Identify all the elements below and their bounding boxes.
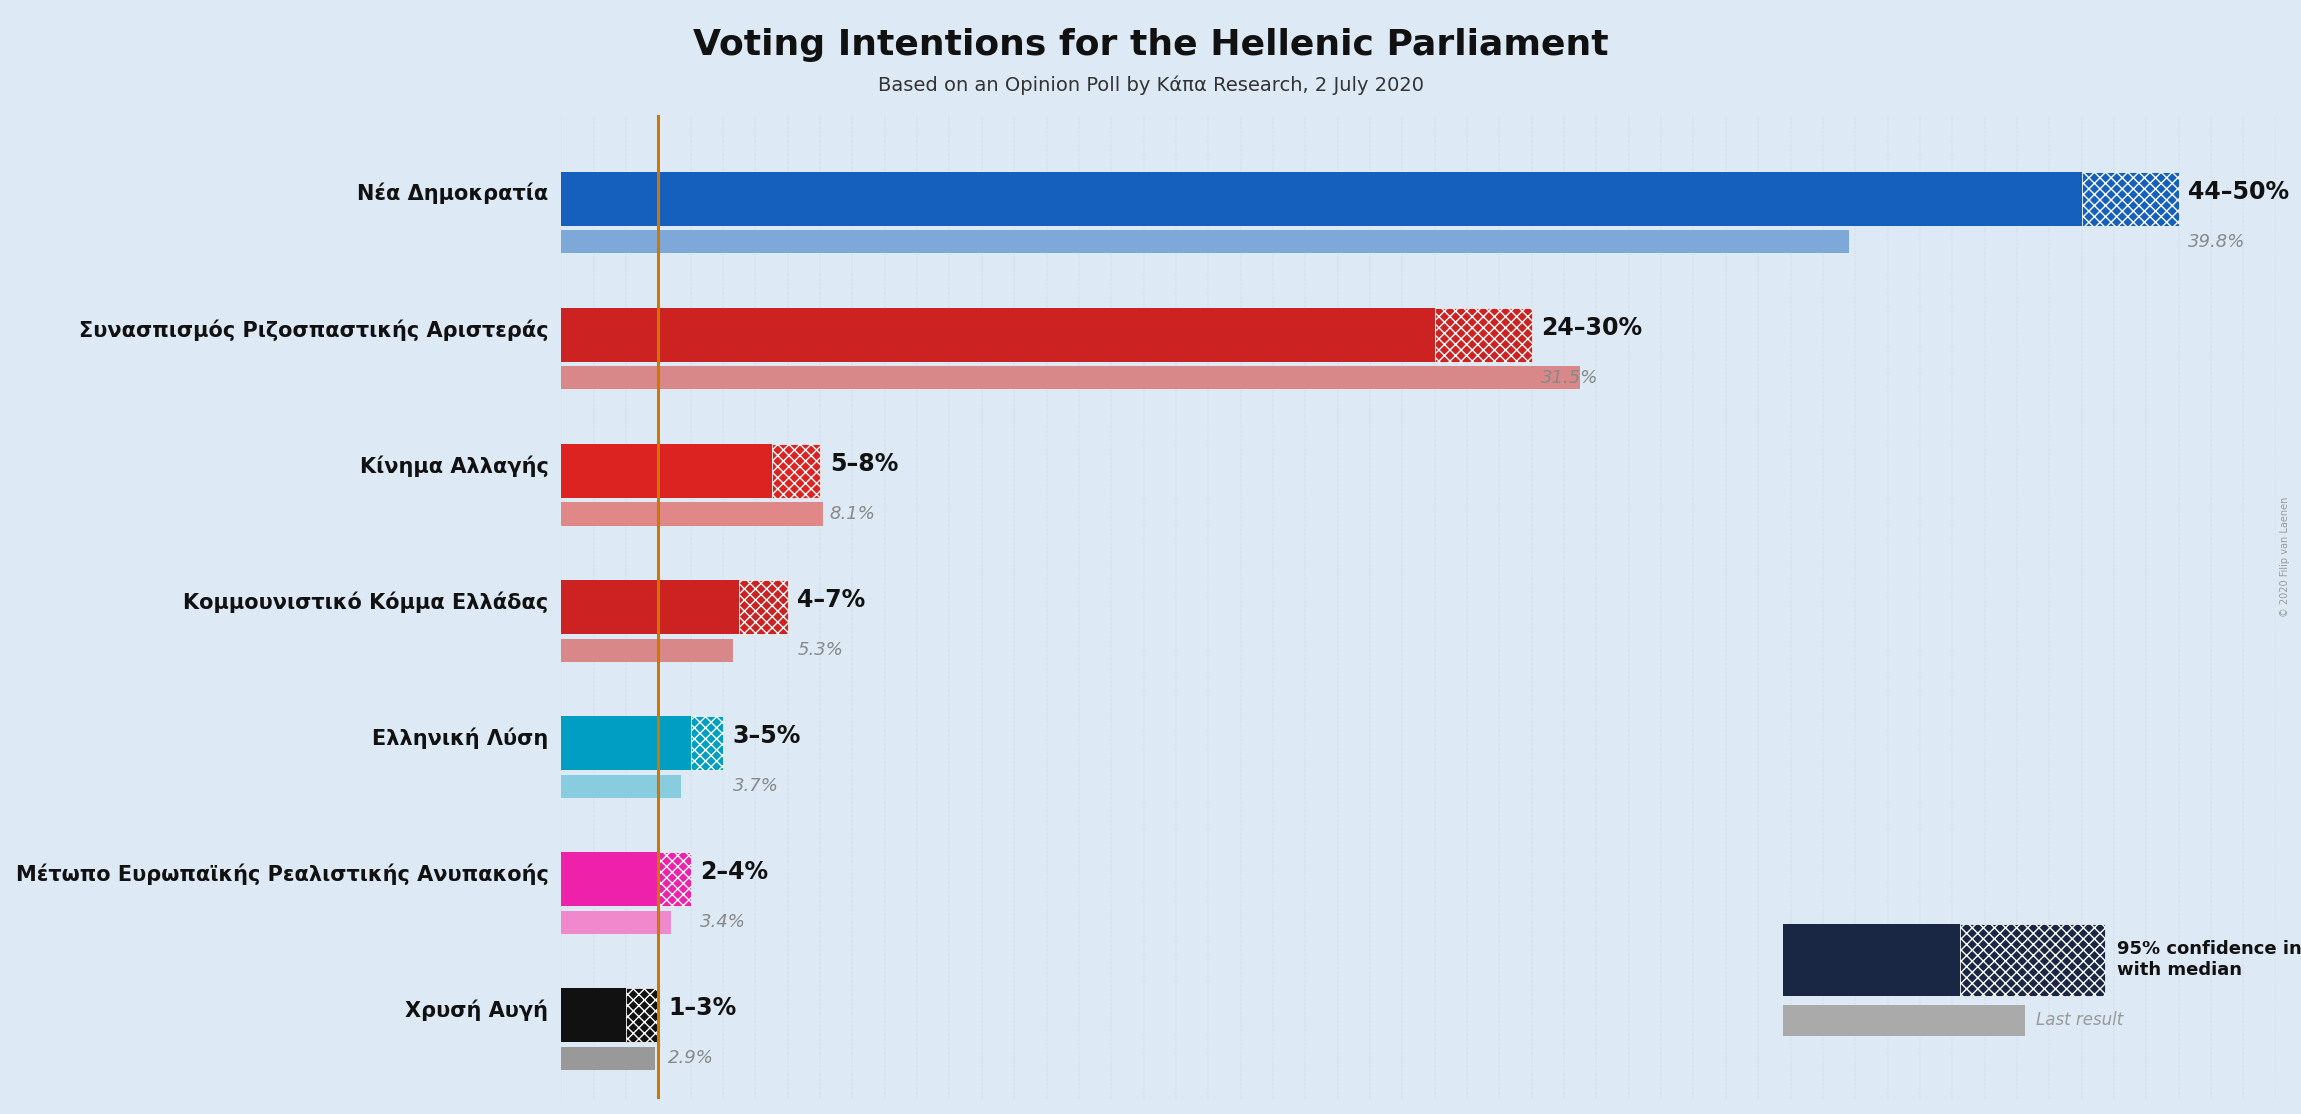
Text: Χρυσή Αυγή: Χρυσή Αυγή: [405, 999, 548, 1020]
Bar: [2082, 172, 2179, 226]
Text: 8.1%: 8.1%: [831, 505, 877, 522]
Text: Συνασπισμός Ριζοσπαστικής Αριστεράς: Συνασπισμός Ριζοσπαστικής Αριστεράς: [78, 319, 548, 341]
Text: 5–8%: 5–8%: [831, 452, 897, 476]
Text: © 2020 Filip van Laenen: © 2020 Filip van Laenen: [2280, 497, 2289, 617]
Bar: [561, 1047, 656, 1069]
Bar: [1436, 307, 1532, 362]
Bar: [561, 638, 732, 662]
Bar: [561, 443, 771, 498]
Text: 2–4%: 2–4%: [700, 860, 769, 883]
Bar: [561, 1047, 656, 1069]
Text: 31.5%: 31.5%: [1542, 369, 1599, 387]
Text: Voting Intentions for the Hellenic Parliament: Voting Intentions for the Hellenic Parli…: [693, 28, 1608, 62]
Text: Last result: Last result: [2036, 1012, 2124, 1029]
Bar: [561, 910, 672, 934]
Bar: [626, 988, 658, 1043]
Text: 5.3%: 5.3%: [798, 641, 844, 659]
Bar: [561, 716, 690, 771]
Text: Κίνημα Αλλαγής: Κίνημα Αλλαγής: [359, 456, 548, 477]
Text: 24–30%: 24–30%: [1542, 315, 1643, 340]
Text: 4–7%: 4–7%: [798, 588, 865, 612]
Bar: [561, 231, 1848, 253]
Bar: [561, 172, 2082, 226]
Bar: [690, 716, 723, 771]
Text: 95% confidence interval
with median: 95% confidence interval with median: [2117, 940, 2301, 979]
Bar: [561, 852, 658, 907]
Text: 44–50%: 44–50%: [2188, 179, 2289, 204]
Bar: [739, 580, 787, 634]
Bar: [561, 367, 1581, 390]
Bar: [561, 367, 1581, 390]
Bar: [561, 638, 732, 662]
Text: 2.9%: 2.9%: [667, 1049, 713, 1067]
Bar: [561, 580, 739, 634]
Bar: [658, 852, 690, 907]
Text: Based on an Opinion Poll by Κάπα Research, 2 July 2020: Based on an Opinion Poll by Κάπα Researc…: [877, 76, 1424, 96]
Text: 3.4%: 3.4%: [700, 913, 746, 931]
Bar: [561, 502, 824, 526]
Text: 3.7%: 3.7%: [732, 778, 778, 795]
Text: Νέα Δημοκρατία: Νέα Δημοκρατία: [357, 183, 548, 205]
Bar: [561, 231, 1848, 253]
Text: Ελληνική Λύση: Ελληνική Λύση: [373, 727, 548, 749]
Text: Κομμουνιστικό Κόμμα Ελλάδας: Κομμουνιστικό Κόμμα Ελλάδας: [184, 592, 548, 613]
Bar: [561, 988, 626, 1043]
Bar: [561, 910, 672, 934]
Text: 1–3%: 1–3%: [667, 996, 736, 1020]
Text: 3–5%: 3–5%: [732, 724, 801, 747]
Text: 39.8%: 39.8%: [2188, 233, 2246, 251]
Bar: [561, 307, 1436, 362]
Text: Μέτωπο Ευρωπαϊκής Ρεαλιστικής Ανυπακοής: Μέτωπο Ευρωπαϊκής Ρεαλιστικής Ανυπακοής: [16, 863, 548, 885]
Bar: [561, 774, 681, 798]
Bar: [771, 443, 819, 498]
Bar: [561, 774, 681, 798]
Bar: [561, 502, 824, 526]
